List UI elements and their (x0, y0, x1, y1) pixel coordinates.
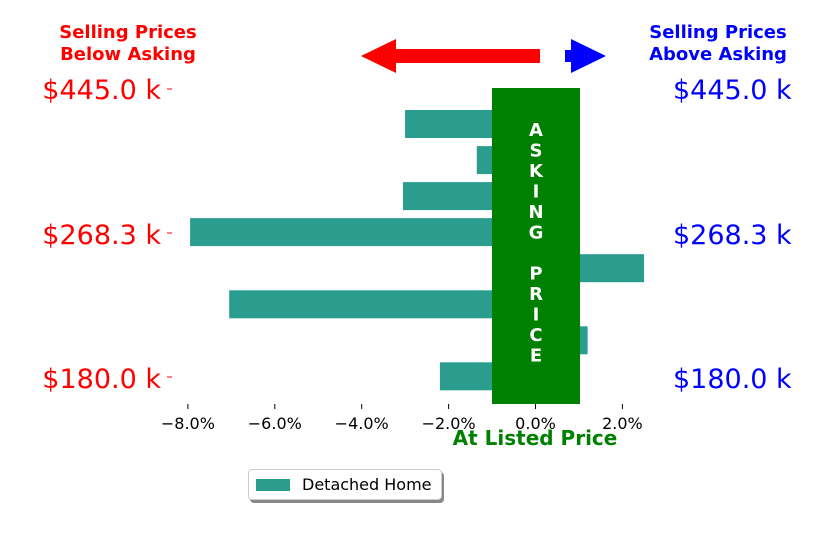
asking-letter-0: A (529, 120, 543, 141)
header-left-line2: Below Asking (60, 44, 196, 65)
x-tick-label-4: 0.0% (515, 414, 556, 433)
left-price-labels: $445.0 k $268.3 k $180.0 k (42, 75, 172, 395)
asking-letter-8: R (529, 284, 543, 305)
left-price-label-bottom: $180.0 k (42, 364, 161, 395)
right-arrow-icon (565, 39, 606, 73)
x-tick-label-1: −6.0% (248, 414, 302, 433)
x-tick-label-2: −4.0% (335, 414, 389, 433)
headers: Selling Prices Below Asking Selling Pric… (59, 22, 787, 65)
asking-letter-7: P (529, 264, 542, 285)
bar-3 (190, 218, 536, 247)
asking-letter-3: I (533, 182, 540, 203)
legend-label: Detached Home (302, 475, 432, 494)
x-tick-label-5: 2.0% (602, 414, 643, 433)
legend: Detached Home (248, 469, 442, 500)
right-price-label-middle: $268.3 k (673, 220, 792, 251)
right-price-label-top: $445.0 k (673, 75, 792, 106)
left-price-label-middle: $268.3 k (42, 220, 161, 251)
right-price-labels: $445.0 k $268.3 k $180.0 k (673, 75, 792, 395)
asking-letter-9: I (533, 305, 540, 326)
asking-letter-2: K (529, 161, 544, 182)
x-tick-label-3: −2.0% (422, 414, 476, 433)
asking-letter-1: S (530, 141, 543, 162)
x-axis-label: At Listed Price (453, 426, 618, 450)
asking-letter-10: C (529, 325, 542, 346)
header-right-line1: Selling Prices (649, 22, 786, 43)
left-price-label-top: $445.0 k (42, 75, 161, 106)
bar-5 (229, 290, 536, 319)
asking-price-rect (492, 88, 580, 404)
asking-letter-4: N (528, 202, 543, 223)
header-left-line1: Selling Prices (59, 22, 196, 43)
right-price-label-bottom: $180.0 k (673, 364, 792, 395)
asking-price-band (492, 88, 580, 404)
asking-letter-5: G (529, 223, 544, 244)
left-arrow-icon (361, 39, 540, 73)
x-tick-label-0: −8.0% (161, 414, 215, 433)
header-right-line2: Above Asking (649, 44, 787, 65)
legend-swatch (256, 478, 290, 491)
x-axis: −8.0% −6.0% −4.0% −2.0% 0.0% 2.0% (161, 404, 643, 433)
asking-letter-11: E (530, 346, 542, 367)
